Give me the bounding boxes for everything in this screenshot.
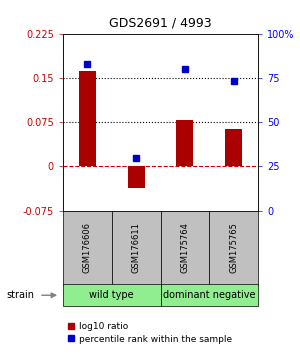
Text: dominant negative: dominant negative xyxy=(163,290,256,300)
Bar xyxy=(225,129,242,166)
Bar xyxy=(160,284,258,306)
Bar xyxy=(79,72,96,166)
Bar xyxy=(176,120,194,166)
Text: GSM175764: GSM175764 xyxy=(180,222,189,273)
Title: GDS2691 / 4993: GDS2691 / 4993 xyxy=(109,17,212,30)
Text: GSM175765: GSM175765 xyxy=(229,222,238,273)
Text: GSM176606: GSM176606 xyxy=(83,222,92,273)
Bar xyxy=(63,284,160,306)
Bar xyxy=(112,211,160,285)
Text: wild type: wild type xyxy=(89,290,134,300)
Legend: log10 ratio, percentile rank within the sample: log10 ratio, percentile rank within the … xyxy=(68,322,232,344)
Text: strain: strain xyxy=(6,290,34,300)
Text: GSM176611: GSM176611 xyxy=(132,222,141,273)
Bar xyxy=(160,211,209,285)
Bar xyxy=(63,211,112,285)
Bar xyxy=(128,166,145,188)
Bar xyxy=(209,211,258,285)
